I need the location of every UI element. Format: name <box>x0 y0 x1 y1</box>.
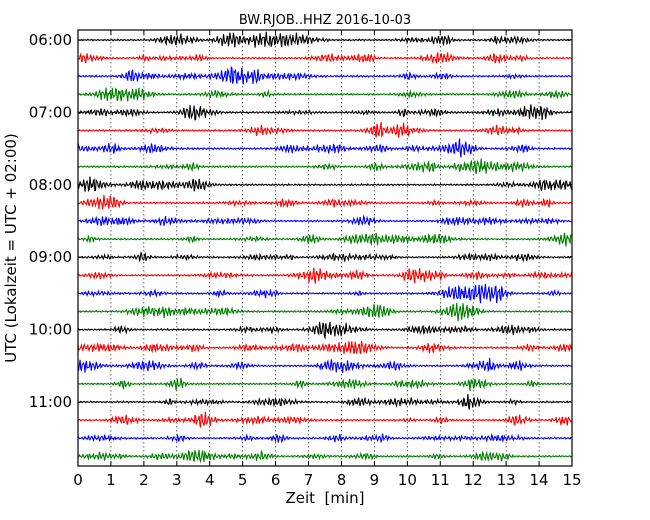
x-tick-label-8: 8 <box>337 471 347 489</box>
x-tick-label-6: 6 <box>271 471 281 489</box>
x-tick-label-5: 5 <box>238 471 248 489</box>
trace-14 <box>77 283 572 304</box>
trace-3 <box>77 87 572 102</box>
chart-title: BW.RJOB..HHZ 2016-10-03 <box>239 13 411 28</box>
y-axis-ticks: 06:00 07:00 08:00 09:00 10:00 11:00 <box>29 31 572 411</box>
x-tick-label-13: 13 <box>497 471 516 489</box>
trace-1 <box>77 51 572 65</box>
x-tick-label-7: 7 <box>304 471 314 489</box>
trace-5 <box>77 121 572 138</box>
trace-23 <box>77 449 572 464</box>
y-tick-label-5: 11:00 <box>29 393 72 411</box>
x-axis-ticks: 0 1 2 3 4 5 6 7 8 9 10 11 12 13 14 15 <box>73 30 582 489</box>
x-axis-label: Zeit [min] <box>285 489 364 507</box>
y-tick-label-0: 06:00 <box>29 31 72 49</box>
x-tick-label-2: 2 <box>139 471 149 489</box>
trace-10 <box>77 214 572 227</box>
trace-15 <box>77 303 572 322</box>
y-tick-label-3: 09:00 <box>29 248 72 266</box>
trace-16 <box>77 321 572 340</box>
trace-6 <box>77 138 572 158</box>
x-tick-label-15: 15 <box>562 471 581 489</box>
trace-7 <box>77 158 572 174</box>
plot-frame <box>77 29 573 467</box>
x-tick-label-0: 0 <box>73 471 83 489</box>
trace-21 <box>77 411 572 428</box>
trace-0 <box>77 31 572 48</box>
x-tick-label-14: 14 <box>530 471 549 489</box>
trace-2 <box>77 66 572 85</box>
grid-lines <box>110 30 540 466</box>
trace-4 <box>77 104 572 121</box>
x-tick-label-4: 4 <box>205 471 215 489</box>
trace-11 <box>77 232 573 247</box>
y-tick-label-2: 08:00 <box>29 176 72 194</box>
trace-18 <box>77 357 572 374</box>
x-tick-label-9: 9 <box>370 471 380 489</box>
trace-9 <box>77 194 572 210</box>
y-tick-label-4: 10:00 <box>29 321 72 339</box>
seismic-traces <box>77 31 573 464</box>
x-tick-label-11: 11 <box>431 471 450 489</box>
y-tick-label-1: 07:00 <box>29 103 72 121</box>
trace-20 <box>77 394 572 410</box>
y-axis-label: UTC (Lokalzeit = UTC + 02:00) <box>2 133 20 363</box>
trace-19 <box>77 377 572 391</box>
x-tick-label-1: 1 <box>106 471 116 489</box>
trace-12 <box>77 252 572 263</box>
x-tick-label-12: 12 <box>464 471 483 489</box>
trace-22 <box>77 432 572 444</box>
trace-8 <box>77 176 573 193</box>
trace-13 <box>77 267 573 284</box>
x-tick-label-10: 10 <box>398 471 417 489</box>
trace-17 <box>77 340 573 355</box>
x-tick-label-3: 3 <box>172 471 182 489</box>
